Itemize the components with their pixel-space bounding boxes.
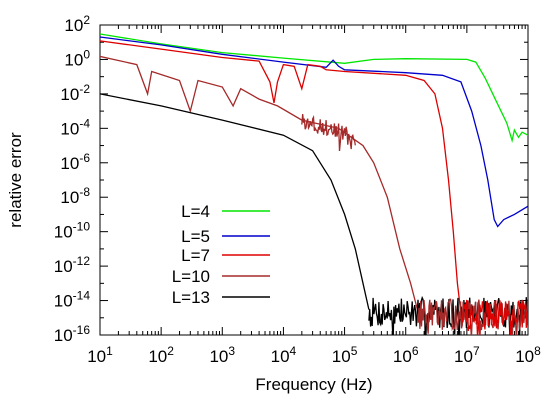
x-tick-label: 104 xyxy=(271,344,297,366)
series-line xyxy=(100,33,528,143)
plot-frame xyxy=(99,24,529,336)
legend-label: L=4 xyxy=(181,202,210,221)
y-tick-label: 10-2 xyxy=(60,82,90,104)
series-line xyxy=(461,299,528,335)
y-tick-label: 10-12 xyxy=(54,254,91,276)
legend-label: L=5 xyxy=(181,227,210,246)
y-tick-label: 102 xyxy=(64,13,90,35)
x-tick-label: 106 xyxy=(393,344,419,366)
x-axis-ticks: 101 102 103 104 105 106 107 108 xyxy=(87,25,541,366)
y-tick-label: 10-10 xyxy=(54,220,91,242)
series-line xyxy=(100,55,419,313)
series-line xyxy=(100,40,464,320)
x-tick-label: 102 xyxy=(148,344,174,366)
x-tick-label: 101 xyxy=(87,344,113,366)
series-layer xyxy=(100,33,528,335)
x-tick-label: 103 xyxy=(209,344,235,366)
series-line xyxy=(100,93,370,310)
legend-label: L=7 xyxy=(181,246,210,265)
legend-label: L=13 xyxy=(172,288,210,307)
legend: L=4 L=5L=7 L=10 L=13 xyxy=(172,202,270,307)
y-tick-label: 10-16 xyxy=(54,323,91,345)
y-tick-label: 100 xyxy=(64,47,90,69)
y-tick-label: 10-6 xyxy=(60,151,90,173)
x-tick-label: 105 xyxy=(332,344,358,366)
y-axis-ticks: 102 100 10-2 10-4 10-6 10-8 10-10 10-12 10-14 10-… xyxy=(54,13,528,345)
y-axis-label: relative error xyxy=(6,132,25,228)
legend-label: L=10 xyxy=(172,267,210,286)
y-tick-label: 10-4 xyxy=(60,116,90,138)
series-line xyxy=(301,113,356,152)
x-tick-label: 108 xyxy=(515,344,541,366)
y-tick-label: 10-8 xyxy=(60,185,90,207)
x-tick-label: 107 xyxy=(454,344,480,366)
y-tick-label: 10-14 xyxy=(54,289,91,311)
series-line xyxy=(100,36,528,228)
x-axis-label: Frequency (Hz) xyxy=(255,375,372,394)
